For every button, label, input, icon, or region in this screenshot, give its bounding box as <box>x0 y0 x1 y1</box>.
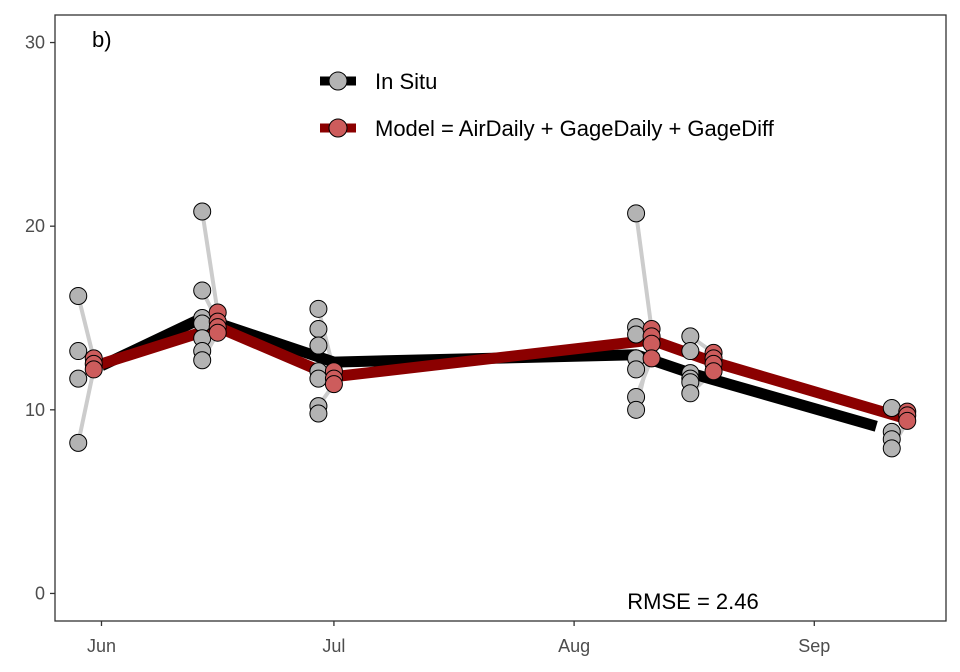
legend-label-model: Model = AirDaily + GageDaily + GageDiff <box>375 116 775 141</box>
in-situ-point <box>193 202 212 221</box>
data-points <box>69 202 917 458</box>
y-tick-label: 20 <box>25 216 45 236</box>
model-point <box>642 349 661 368</box>
model-point <box>898 411 917 430</box>
in-situ-point <box>309 336 328 355</box>
in-situ-point <box>627 400 646 419</box>
in-situ-point <box>681 384 700 403</box>
in-situ-point <box>193 281 212 300</box>
legend: In Situ Model = AirDaily + GageDaily + G… <box>320 69 775 141</box>
connector-line <box>634 211 654 332</box>
plot-panel-border <box>54 14 947 622</box>
x-tick-label: Sep <box>798 636 830 656</box>
connector-line <box>76 293 96 361</box>
in-situ-point <box>193 351 212 370</box>
in-situ-point <box>882 398 901 417</box>
in-situ-point <box>627 204 646 223</box>
connector-line <box>200 209 220 315</box>
rmse-annotation: RMSE = 2.46 <box>627 589 758 614</box>
in-situ-point <box>882 439 901 458</box>
y-tick-label: 10 <box>25 400 45 420</box>
in-situ-point <box>309 404 328 423</box>
x-tick-label: Jun <box>87 636 116 656</box>
model-point <box>704 362 723 381</box>
model-point <box>208 323 227 342</box>
y-tick-label: 30 <box>25 33 45 53</box>
panel-label: b) <box>92 27 112 52</box>
in-situ-point <box>69 342 88 361</box>
model-point <box>84 360 103 379</box>
in-situ-point <box>309 299 328 318</box>
x-tick-label: Aug <box>558 636 590 656</box>
in-situ-point <box>69 433 88 452</box>
connector-line <box>76 367 96 445</box>
in-situ-point <box>309 369 328 388</box>
in-situ-point <box>627 360 646 379</box>
axes: 0 10 20 30 Jun Jul Aug Sep <box>25 33 830 656</box>
in-situ-point <box>69 286 88 305</box>
legend-point-model <box>328 118 348 138</box>
legend-point-in-situ <box>328 71 348 91</box>
x-tick-label: Jul <box>322 636 345 656</box>
in-situ-point <box>69 369 88 388</box>
legend-label-in-situ: In Situ <box>375 69 437 94</box>
in-situ-point <box>309 320 328 339</box>
model-point <box>324 375 343 394</box>
in-situ-point <box>627 325 646 344</box>
y-tick-label: 0 <box>35 583 45 603</box>
in-situ-point <box>681 342 700 361</box>
